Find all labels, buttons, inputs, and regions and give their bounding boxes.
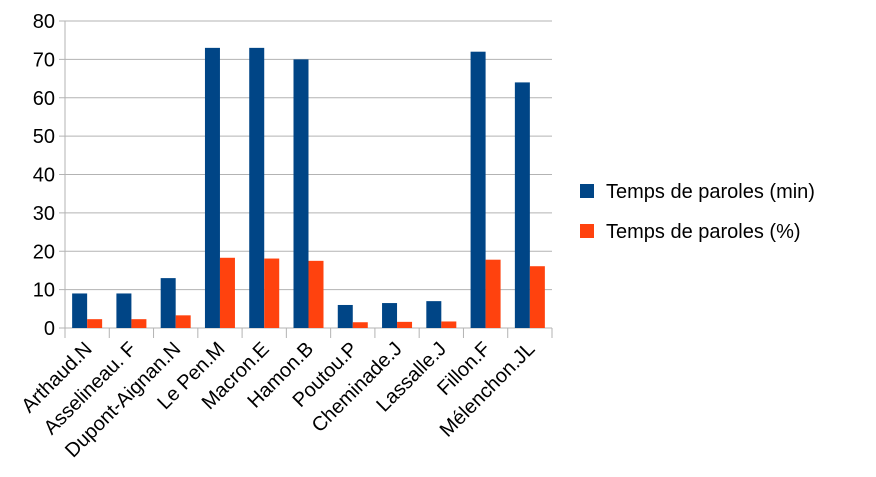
bar-minutes (293, 59, 309, 328)
y-tick-label: 30 (33, 203, 55, 225)
bar-percent (308, 260, 324, 328)
bars (72, 47, 545, 329)
bar-percent (219, 257, 235, 328)
y-axis-ticks: 0 10 20 30 40 50 60 70 80 (33, 11, 55, 340)
bar-minutes (249, 47, 265, 329)
bar-minutes (426, 301, 442, 328)
bar-minutes (337, 304, 353, 328)
bar-minutes (116, 293, 132, 328)
bar-percent (175, 315, 191, 328)
y-tick-label: 0 (44, 318, 55, 340)
legend-label: Temps de paroles (min) (606, 181, 815, 203)
bar-percent (397, 321, 413, 328)
legend-swatch (580, 184, 594, 198)
y-tick-label: 60 (33, 88, 55, 110)
bar-percent (131, 319, 147, 328)
bar-minutes (160, 278, 176, 328)
bar-minutes (382, 303, 398, 328)
bar-percent (264, 258, 280, 328)
axes (64, 21, 553, 338)
y-tick-label: 20 (33, 241, 55, 263)
bar-percent (529, 266, 545, 328)
y-tick-label: 40 (33, 165, 55, 187)
bar-minutes (204, 47, 220, 329)
bar-percent (87, 319, 103, 328)
bar-minutes (72, 293, 88, 328)
bar-minutes (470, 51, 486, 328)
y-tick-label: 10 (33, 280, 55, 302)
legend-swatch (580, 224, 594, 238)
bar-percent (485, 259, 501, 328)
y-tick-label: 50 (33, 126, 55, 148)
legend: Temps de paroles (min) Temps de paroles (… (580, 181, 815, 243)
bar-minutes (514, 82, 530, 329)
y-tick-label: 70 (33, 49, 55, 71)
legend-label: Temps de paroles (%) (606, 221, 801, 243)
bar-percent (352, 322, 368, 328)
bar-percent (441, 321, 457, 328)
y-tick-label: 80 (33, 11, 55, 33)
